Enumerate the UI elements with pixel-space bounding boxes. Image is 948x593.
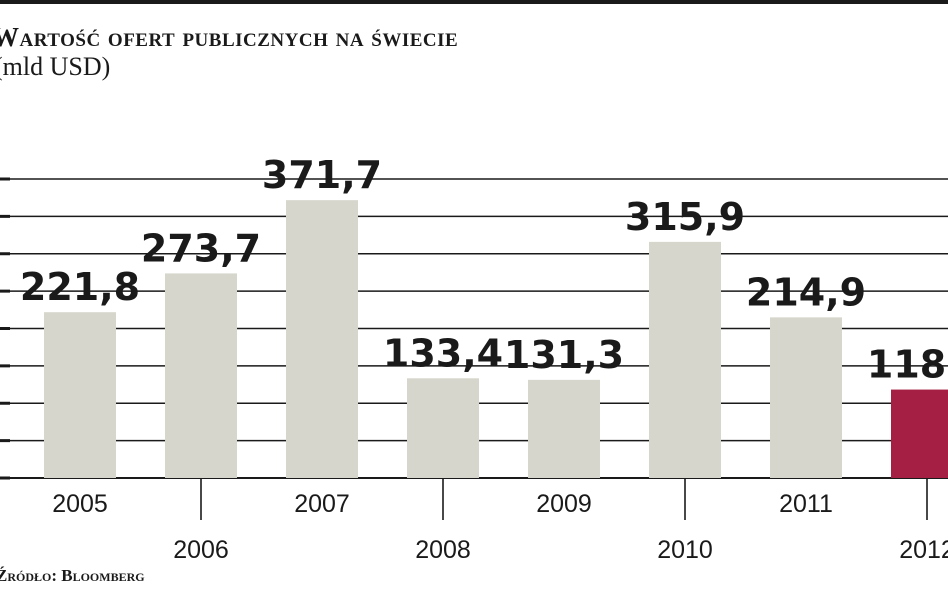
x-axis: 2005 2006 2007 2008 2009 2010 2011 2012 bbox=[52, 478, 948, 564]
x-tick-label-2007: 2007 bbox=[294, 490, 350, 518]
value-label-2011: 214,9 bbox=[746, 270, 866, 314]
x-tick-label-2012: 2012 bbox=[899, 536, 948, 564]
x-tick-label-2008: 2008 bbox=[415, 536, 471, 564]
chart-title: Wartość ofert publicznych na świecie bbox=[0, 22, 459, 52]
x-tick-label-2010: 2010 bbox=[657, 536, 713, 564]
value-label-2012: 118,3 bbox=[867, 343, 948, 387]
top-rule bbox=[0, 0, 948, 4]
bars bbox=[44, 200, 948, 479]
bar-2010 bbox=[649, 241, 721, 478]
x-tick-label-2006: 2006 bbox=[173, 536, 229, 564]
bar-2007 bbox=[286, 200, 358, 479]
value-label-2005: 221,8 bbox=[20, 265, 140, 309]
source-note: Źródło: Bloomberg bbox=[0, 566, 145, 585]
bar-2005 bbox=[44, 312, 116, 478]
x-tick-label-2009: 2009 bbox=[536, 490, 592, 518]
bar-2006 bbox=[165, 273, 237, 478]
value-label-2007: 371,7 bbox=[262, 153, 382, 197]
bar-2008 bbox=[407, 378, 479, 478]
value-label-2008: 133,4 bbox=[383, 331, 503, 375]
value-label-2006: 273,7 bbox=[141, 226, 261, 270]
x-tick-label-2011: 2011 bbox=[779, 490, 833, 518]
bar-2012 bbox=[891, 389, 948, 478]
x-tick-label-2005: 2005 bbox=[52, 490, 108, 518]
value-label-2009: 131,3 bbox=[504, 333, 624, 377]
chart-subtitle: (mld USD) bbox=[0, 52, 111, 81]
value-label-2010: 315,9 bbox=[625, 195, 745, 239]
bar-2011 bbox=[770, 317, 842, 478]
bar-2009 bbox=[528, 379, 600, 478]
